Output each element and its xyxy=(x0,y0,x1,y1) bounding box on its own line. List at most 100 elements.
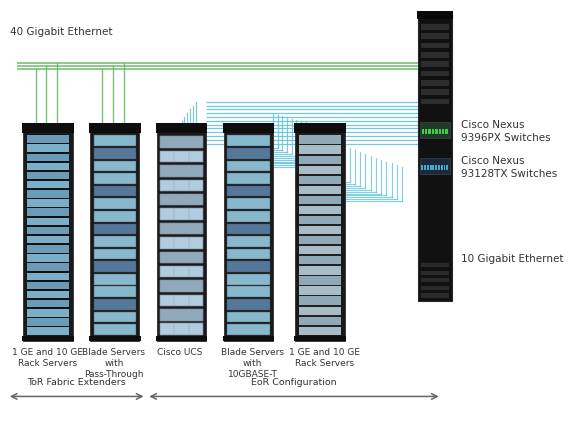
Bar xyxy=(27,309,69,317)
Bar xyxy=(227,236,270,247)
Bar xyxy=(189,251,203,263)
Bar xyxy=(299,275,341,276)
Bar xyxy=(27,317,69,318)
Bar xyxy=(160,151,174,162)
Bar xyxy=(27,282,69,289)
Bar xyxy=(435,129,437,134)
Bar xyxy=(160,309,203,321)
Text: EoR Configuration: EoR Configuration xyxy=(251,378,337,387)
Bar xyxy=(160,266,203,277)
Bar xyxy=(94,135,136,146)
Bar xyxy=(94,186,136,196)
Bar xyxy=(227,261,270,272)
Bar xyxy=(160,324,174,335)
Text: Blade Servers
with
Pass-Through: Blade Servers with Pass-Through xyxy=(83,348,145,379)
Bar xyxy=(27,172,69,179)
Bar xyxy=(445,129,447,134)
Bar xyxy=(299,226,341,234)
Bar xyxy=(94,312,136,322)
Text: 1 GE and 10 GE
Rack Servers: 1 GE and 10 GE Rack Servers xyxy=(12,348,83,368)
Bar xyxy=(427,165,429,170)
Bar xyxy=(421,278,449,282)
Bar xyxy=(299,216,341,224)
Bar xyxy=(160,324,203,335)
Bar xyxy=(27,209,69,216)
Bar xyxy=(189,208,203,220)
Bar xyxy=(421,52,449,58)
Bar xyxy=(299,276,341,285)
Bar xyxy=(299,134,341,135)
Bar xyxy=(438,165,440,170)
Bar xyxy=(294,336,346,341)
Bar xyxy=(27,161,69,163)
Text: 40 Gigabit Ethernet: 40 Gigabit Ethernet xyxy=(10,27,113,37)
Bar xyxy=(299,325,341,327)
Bar xyxy=(156,336,207,341)
Bar xyxy=(299,153,341,156)
Text: ToR Fabric Extenders: ToR Fabric Extenders xyxy=(27,378,126,387)
Bar xyxy=(94,148,136,159)
Bar xyxy=(160,223,174,234)
Bar xyxy=(299,164,341,166)
Bar xyxy=(27,245,69,253)
Bar xyxy=(299,135,341,144)
Bar xyxy=(227,223,270,234)
Bar xyxy=(189,194,203,206)
Bar xyxy=(27,291,69,298)
Bar xyxy=(299,315,341,317)
Bar xyxy=(299,266,341,275)
Bar xyxy=(299,246,341,254)
Bar xyxy=(299,256,341,265)
Bar xyxy=(160,251,203,263)
Bar xyxy=(428,129,431,134)
Bar xyxy=(421,71,449,76)
Bar xyxy=(299,194,341,196)
Bar xyxy=(299,305,341,307)
Bar xyxy=(189,165,203,177)
Bar xyxy=(299,224,341,226)
Bar xyxy=(160,194,203,206)
Bar xyxy=(299,196,341,204)
Bar xyxy=(421,89,449,95)
Bar xyxy=(27,262,69,263)
Bar xyxy=(174,137,189,148)
Bar xyxy=(27,216,69,218)
Bar xyxy=(94,299,136,310)
Bar xyxy=(299,174,341,176)
Bar xyxy=(446,165,449,170)
Bar xyxy=(299,254,341,256)
Bar xyxy=(94,324,136,335)
Text: 1 GE and 10 GE
Rack Servers: 1 GE and 10 GE Rack Servers xyxy=(289,348,360,368)
Bar xyxy=(27,236,69,243)
Bar xyxy=(299,144,341,145)
Bar xyxy=(157,125,206,341)
Bar xyxy=(27,234,69,236)
Bar xyxy=(160,137,203,148)
Text: Blade Servers
with
10GBASE-T: Blade Servers with 10GBASE-T xyxy=(221,348,284,379)
Bar xyxy=(160,180,174,191)
Bar xyxy=(22,336,74,341)
Bar xyxy=(420,122,450,138)
Bar xyxy=(94,161,136,171)
Text: 10 Gigabit Ethernet: 10 Gigabit Ethernet xyxy=(461,254,563,264)
Bar xyxy=(421,43,449,48)
Bar xyxy=(189,180,203,191)
Bar xyxy=(421,286,449,290)
Bar xyxy=(160,194,174,206)
Bar xyxy=(160,309,174,321)
Text: Cisco Nexus
93128TX Switches: Cisco Nexus 93128TX Switches xyxy=(461,156,557,179)
Bar xyxy=(174,295,189,306)
Bar xyxy=(27,243,69,245)
Bar xyxy=(160,208,203,220)
Bar xyxy=(299,145,341,154)
Bar xyxy=(174,324,189,335)
Bar xyxy=(299,265,341,266)
Bar xyxy=(27,153,69,161)
Bar xyxy=(94,287,136,297)
Bar xyxy=(94,249,136,259)
Bar xyxy=(189,223,203,234)
Bar xyxy=(27,144,69,152)
Bar xyxy=(27,298,69,300)
Bar xyxy=(90,125,139,341)
Text: Cisco UCS: Cisco UCS xyxy=(157,348,203,357)
